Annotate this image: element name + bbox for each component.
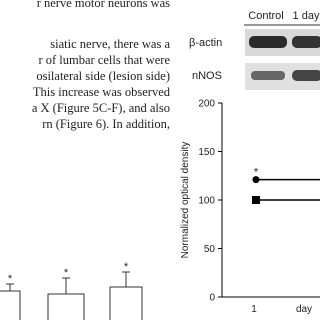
y-tick-label: 150 <box>198 147 215 158</box>
y-tick-label: 200 <box>198 99 215 110</box>
text-line: r nerve motor neurons was <box>36 0 170 10</box>
y-axis-label: Normalized optical density <box>180 142 191 259</box>
text-line: This increase was observed <box>32 85 170 99</box>
text-line: rn (Figure 6). In addition, <box>42 117 170 131</box>
band <box>251 71 285 80</box>
band <box>249 36 287 48</box>
y-tick-label: 100 <box>198 196 215 207</box>
blot-row: nNOS <box>192 70 222 82</box>
text-line: r of lumbar cells that were <box>38 53 170 67</box>
text-line: siatic nerve, there was a <box>50 37 170 51</box>
band <box>292 36 320 48</box>
x-tick-label: 1 <box>251 304 257 315</box>
marker: * <box>8 273 13 285</box>
data-point <box>252 176 260 184</box>
y-tick-label: 0 <box>209 293 215 304</box>
marker: * <box>64 267 69 279</box>
data-point <box>252 196 260 204</box>
blot-row: β-actin <box>189 37 222 49</box>
text-line: a X (Figure 5C-F), and also <box>31 101 170 115</box>
text-line: osilateral side (lesion side) <box>36 69 170 83</box>
bar-fragment <box>0 271 143 320</box>
marker: * <box>124 261 129 273</box>
value-label: * <box>254 167 259 179</box>
x-tick-label: day <box>296 304 312 315</box>
y-tick-label: 50 <box>204 244 216 255</box>
blot-column: Control <box>248 10 283 22</box>
blot-column: 1 day <box>293 10 320 22</box>
band <box>292 70 320 81</box>
